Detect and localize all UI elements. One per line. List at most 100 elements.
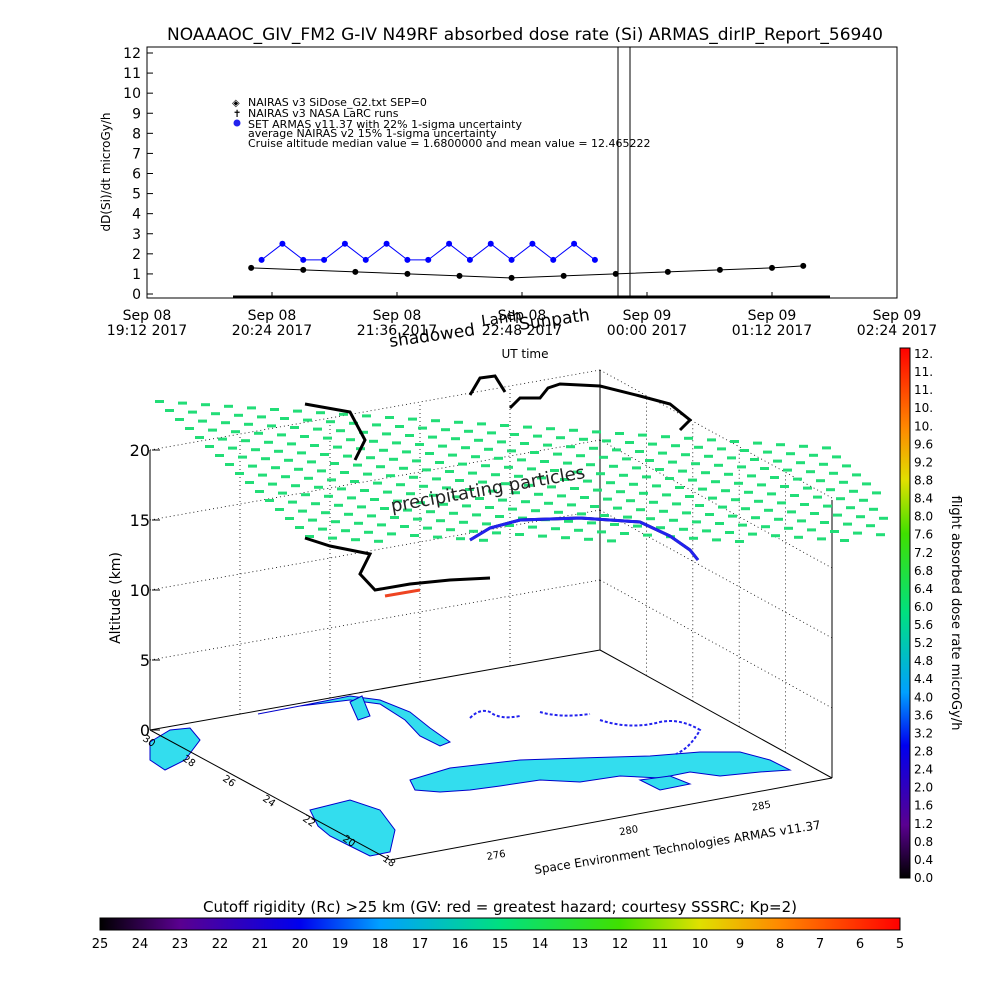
- rigidity-colorbar-tick-label: 19: [332, 937, 349, 952]
- dose-colorbar-tick-label: 7.6: [914, 528, 933, 542]
- precipitation-point: [347, 496, 356, 500]
- precipitation-point: [330, 462, 339, 465]
- precipitation-point: [301, 493, 310, 497]
- precipitation-point: [695, 504, 704, 507]
- precipitation-point: [277, 433, 286, 437]
- precipitation-point: [819, 462, 828, 466]
- dose-colorbar-fill: [899, 347, 911, 879]
- precipitation-point: [619, 473, 628, 477]
- precipitation-point: [675, 486, 684, 489]
- dose-colorbar-tick-label: 8.8: [914, 473, 933, 487]
- precipitation-point: [334, 503, 343, 507]
- precipitation-point: [550, 469, 559, 472]
- precipitation-point: [284, 458, 293, 462]
- precipitation-point: [560, 478, 569, 481]
- precipitation-point: [533, 434, 542, 438]
- precipitation-point: [524, 483, 533, 487]
- precipitation-point: [684, 436, 693, 440]
- precipitation-point: [287, 442, 296, 446]
- precipitation-point: [185, 427, 194, 430]
- precipitation-point: [584, 537, 593, 541]
- grid-line: [149, 579, 601, 661]
- precipitation-point: [464, 429, 473, 433]
- precipitation-point: [261, 457, 270, 461]
- rigidity-colorbar-ticks: 25 24 23 22 21 20 19 18 17 16 15 14 13 12 11 10 9 8 7 6 5: [92, 937, 904, 952]
- grid-line: [149, 439, 601, 521]
- precipitation-point: [374, 539, 383, 543]
- precipitation-point: [613, 506, 622, 510]
- dose-colorbar-label: flight absorbed dose rate microGy/h: [948, 496, 963, 731]
- precipitation-point: [797, 519, 806, 523]
- precipitation-point: [321, 511, 330, 515]
- precipitation-point: [813, 495, 822, 499]
- precipitation-point: [488, 489, 497, 493]
- precipitation-point: [554, 510, 563, 514]
- precipitation-point: [498, 498, 507, 502]
- precipitation-point: [583, 479, 592, 483]
- overlay-label-lanih: Lanih: [480, 306, 523, 329]
- dose-colorbar-tick-label: 6.4: [914, 582, 933, 596]
- precipitation-point: [679, 527, 688, 531]
- precipitation-point: [354, 521, 363, 525]
- precipitation-point: [474, 438, 483, 442]
- precipitation-point: [540, 460, 549, 463]
- precipitation-point: [688, 478, 697, 482]
- precipitation-point: [603, 497, 612, 501]
- precipitation-point: [431, 419, 440, 423]
- precipitation-point: [215, 454, 224, 457]
- rigidity-colorbar-tick-label: 25: [92, 937, 109, 952]
- precipitation-point: [294, 467, 303, 471]
- grid-line: [599, 439, 833, 569]
- data-point: [529, 240, 536, 247]
- precipitation-point: [776, 443, 785, 447]
- x-tick-label: 20:24 2017: [232, 323, 312, 339]
- longitude-tick-label: 285: [751, 800, 772, 814]
- precipitation-point: [717, 447, 726, 451]
- precipitation-point: [383, 490, 392, 494]
- precipitation-point: [609, 464, 618, 468]
- precipitation-point: [566, 445, 575, 449]
- precipitation-point: [501, 482, 510, 486]
- precipitation-point: [737, 465, 746, 469]
- precipitation-point: [328, 536, 337, 540]
- data-point: [571, 240, 578, 247]
- x-tick-label: Sep 08: [248, 308, 297, 324]
- precipitation-point: [531, 509, 540, 513]
- precipitation-point: [455, 479, 464, 482]
- precipitation-point: [504, 465, 513, 469]
- legend-entry-cruise: Cruise altitude median value = 1.6800000…: [248, 137, 651, 150]
- precipitation-point: [471, 455, 480, 459]
- latitude-tick-label: 24: [260, 793, 277, 809]
- precipitation-point: [251, 448, 260, 452]
- precipitation-point: [448, 453, 457, 457]
- precipitation-point: [468, 471, 477, 475]
- precipitation-point: [369, 439, 378, 443]
- precipitation-point: [472, 513, 481, 517]
- y-tick-label: 11: [123, 66, 141, 82]
- precipitation-point: [281, 475, 290, 479]
- precipitation-point: [689, 536, 698, 540]
- precipitation-point: [702, 529, 711, 533]
- precipitation-point: [586, 463, 595, 467]
- precipitation-point: [517, 458, 526, 462]
- precipitation-point: [343, 454, 352, 458]
- dose-colorbar-tick-label: 8.4: [914, 492, 933, 506]
- precipitation-point: [724, 472, 733, 476]
- precipitation-point: [537, 476, 546, 480]
- precipitation-point: [546, 427, 555, 431]
- precipitation-point: [655, 468, 664, 471]
- precipitation-point: [247, 406, 256, 410]
- precipitation-point: [794, 535, 803, 539]
- precipitation-point: [751, 516, 760, 520]
- y-tick-label: 2: [132, 247, 141, 263]
- precipitation-point: [195, 436, 204, 439]
- precipitation-point: [656, 526, 665, 530]
- precipitation-point: [359, 430, 368, 434]
- precipitation-point: [652, 484, 661, 488]
- precipitation-point: [387, 532, 396, 536]
- land-masses: [149, 695, 792, 857]
- precipitation-point: [307, 460, 316, 464]
- precipitation-point: [320, 453, 329, 456]
- y-tick-label: 12: [123, 46, 141, 62]
